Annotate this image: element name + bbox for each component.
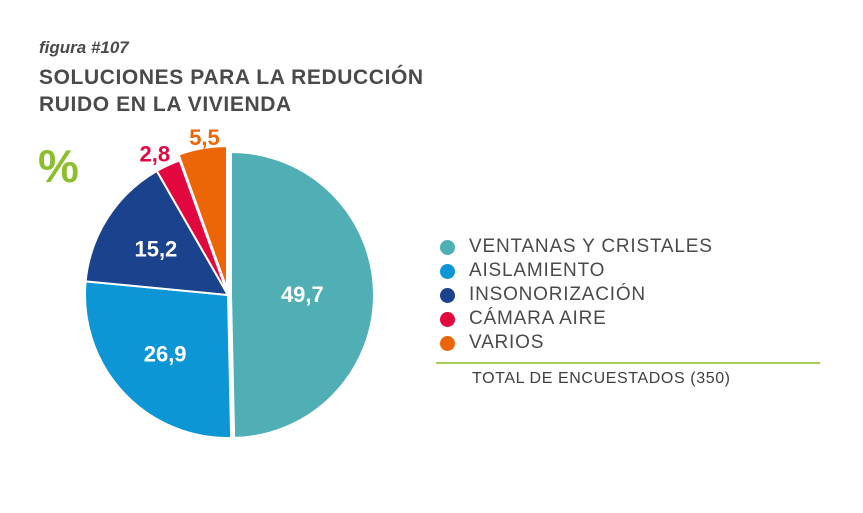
legend-label: INSONORIZACIÓN [469, 284, 646, 305]
legend-swatch-icon [440, 311, 455, 327]
legend: VENTANAS Y CRISTALES AISLAMIENTO INSONORIZ… [440, 235, 713, 355]
data-label: 49,7 [281, 282, 324, 307]
legend-label: AISLAMIENTO [469, 260, 606, 281]
legend-label: VENTANAS Y CRISTALES [469, 236, 713, 257]
legend-swatch-icon [440, 335, 455, 351]
pie-slice-camara-aire [155, 159, 229, 296]
legend-item: CÁMARA AIRE [440, 307, 713, 331]
pie-slice-ventanas-y-cristales [230, 150, 375, 439]
legend-item: VENTANAS Y CRISTALES [440, 235, 713, 259]
pie-slice-aislamiento [84, 280, 233, 439]
legend-swatch-icon [440, 239, 455, 255]
legend-item: AISLAMIENTO [440, 259, 713, 283]
legend-label: CÁMARA AIRE [469, 308, 607, 329]
figure-number: figura #107 [39, 38, 129, 57]
title-line-2: RUIDO EN LA VIVIENDA [39, 93, 292, 116]
legend-item: VARIOS [440, 331, 713, 355]
total-respondents: TOTAL DE ENCUESTADOS (350) [472, 370, 731, 387]
pie-slice-insonorizacion [84, 169, 230, 297]
data-label: 2,8 [139, 142, 170, 167]
data-label: 26,9 [144, 341, 187, 366]
data-label: 5,5 [189, 125, 220, 150]
pie-slice-varios [177, 145, 228, 290]
legend-swatch-icon [440, 263, 455, 279]
title-line-1: SOLUCIONES PARA LA REDUCCIÓN [39, 66, 424, 89]
percent-unit-symbol: % [38, 140, 79, 192]
data-label: 15,2 [134, 236, 177, 261]
legend-swatch-icon [440, 287, 455, 303]
chart-title: SOLUCIONES PARA LA REDUCCIÓN RUIDO EN LA… [39, 64, 424, 118]
legend-divider [436, 362, 820, 364]
legend-label: VARIOS [469, 332, 545, 353]
legend-item: INSONORIZACIÓN [440, 283, 713, 307]
